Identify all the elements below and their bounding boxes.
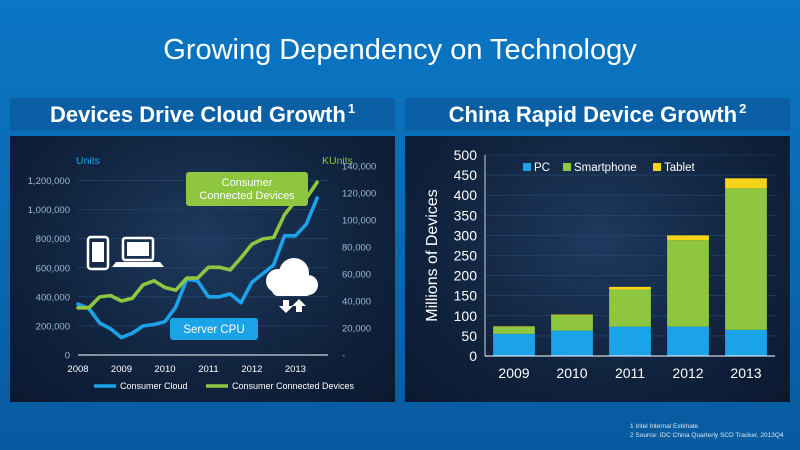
bc-y-tick: 300 bbox=[454, 227, 478, 243]
bc-bar-tablet-2011 bbox=[609, 286, 651, 290]
lc-x-tick: 2012 bbox=[241, 364, 262, 375]
lc-legend-label: Consumer Cloud bbox=[120, 381, 188, 391]
bc-bar-pc-2011 bbox=[609, 326, 651, 356]
lc-x-tick: 2009 bbox=[111, 364, 132, 375]
bc-x-tick: 2009 bbox=[498, 365, 529, 381]
bc-y-tick: 50 bbox=[461, 328, 477, 344]
lc-y-left-tick: 600,000 bbox=[36, 263, 70, 274]
bc-y-tick: 350 bbox=[454, 207, 478, 223]
footnote-2: 2 Source: IDC China Quarterly SCD Tracke… bbox=[630, 432, 784, 439]
lc-y-right-tick: 120,000 bbox=[342, 189, 376, 200]
lc-y-left-tick: 0 bbox=[65, 351, 70, 362]
bc-bar-pc-2009 bbox=[493, 333, 535, 356]
lc-y-right-tick: 20,000 bbox=[342, 324, 371, 335]
lc-y-right-tick: 40,000 bbox=[342, 297, 371, 308]
bc-y-tick: 150 bbox=[454, 288, 478, 304]
bc-bar-smartphone-2010 bbox=[551, 315, 593, 331]
left-panel-footnote-ref: 1 bbox=[347, 101, 356, 116]
bc-y-tick: 250 bbox=[454, 248, 478, 264]
bc-bar-pc-2013 bbox=[725, 329, 767, 356]
bc-y-tick: 500 bbox=[454, 147, 478, 163]
lc-y-left-tick: 1,200,000 bbox=[28, 176, 70, 187]
lc-x-tick: 2011 bbox=[198, 364, 218, 375]
lc-x-tick: 2008 bbox=[67, 364, 88, 375]
bc-x-tick: 2010 bbox=[556, 365, 587, 381]
bc-x-tick: 2013 bbox=[730, 365, 761, 381]
bc-bar-smartphone-2013 bbox=[725, 188, 767, 330]
consumer-devices-callout: Consumer Connected Devices bbox=[186, 172, 308, 206]
bc-bar-pc-2012 bbox=[667, 326, 709, 356]
lc-y-left-tick: 1,000,000 bbox=[28, 205, 70, 216]
right-panel-header: China Rapid Device Growth 2 bbox=[405, 98, 790, 131]
callout-consumer-line2: Connected Devices bbox=[199, 190, 295, 202]
bc-y-tick: 200 bbox=[454, 268, 478, 284]
laptop-icon bbox=[112, 236, 164, 267]
bc-y-tick: 450 bbox=[454, 167, 478, 183]
lc-y-right-label: KUnits bbox=[322, 155, 353, 167]
lc-series-consumer-cloud bbox=[76, 196, 319, 340]
left-panel-header: Devices Drive Cloud Growth 1 bbox=[10, 98, 395, 131]
lc-legend-label: Consumer Connected Devices bbox=[232, 381, 355, 391]
lc-y-right-tick: 140,000 bbox=[342, 162, 376, 173]
lc-y-right-tick: 60,000 bbox=[342, 270, 371, 281]
bc-legend-swatch bbox=[653, 163, 661, 171]
bc-legend-label: Tablet bbox=[664, 162, 695, 174]
bc-legend-swatch bbox=[523, 163, 531, 171]
bc-y-tick: 400 bbox=[454, 187, 478, 203]
bc-bar-smartphone-2009 bbox=[493, 326, 535, 334]
line-chart-panel: 0 200,000 400,000 600,000 800,000 1,000,000 1,… bbox=[10, 136, 395, 402]
lc-x-tick: 2013 bbox=[285, 364, 306, 375]
bar-chart-panel: 0 50 100 150 200 250 300 350 400 450 500 2009 2010 20… bbox=[405, 136, 790, 402]
bar-chart: 0 50 100 150 200 250 300 350 400 450 500 2009 2010 20… bbox=[424, 147, 775, 381]
bc-bar-tablet-2010 bbox=[551, 314, 593, 316]
server-cpu-callout: Server CPU bbox=[170, 318, 258, 340]
callout-server-label: Server CPU bbox=[183, 324, 244, 336]
bc-x-tick: 2011 bbox=[615, 365, 645, 381]
footnotes: 1 Intel Internal Estimate 2 Source: IDC … bbox=[630, 422, 784, 440]
bc-y-tick: 0 bbox=[469, 348, 477, 364]
cloud-icon bbox=[266, 258, 318, 313]
bc-legend-label: PC bbox=[534, 162, 550, 174]
lc-x-tick: 2010 bbox=[154, 364, 175, 375]
lc-y-right-tick: - bbox=[342, 351, 345, 362]
lc-series-consumer-connected-devices bbox=[76, 180, 319, 310]
bc-legend-label: Smartphone bbox=[574, 162, 637, 174]
right-panel-footnote-ref: 2 bbox=[739, 101, 747, 116]
page-title: Growing Dependency on Technology bbox=[163, 34, 637, 66]
footnote-1: 1 Intel Internal Estimate bbox=[630, 423, 699, 430]
bc-bar-smartphone-2011 bbox=[609, 289, 651, 327]
bc-bar-pc-2010 bbox=[551, 330, 593, 356]
lc-y-left-tick: 200,000 bbox=[36, 321, 70, 332]
bc-y-label: Millions of Devices bbox=[424, 189, 441, 321]
lc-y-right-tick: 80,000 bbox=[342, 243, 371, 254]
right-panel-title: China Rapid Device Growth bbox=[448, 101, 738, 127]
lc-y-left-tick: 800,000 bbox=[36, 234, 70, 245]
lc-y-left-tick: 400,000 bbox=[36, 292, 70, 303]
bc-y-tick: 100 bbox=[454, 308, 478, 324]
bc-legend-swatch bbox=[563, 163, 571, 171]
bc-x-tick: 2012 bbox=[672, 365, 703, 381]
phone-icon bbox=[86, 235, 110, 271]
callout-consumer-line1: Consumer bbox=[222, 177, 273, 189]
left-panel-title: Devices Drive Cloud Growth bbox=[49, 101, 346, 127]
bc-bar-smartphone-2012 bbox=[667, 240, 709, 327]
bc-bar-tablet-2012 bbox=[667, 235, 709, 241]
bc-bar-tablet-2013 bbox=[725, 178, 767, 189]
lc-y-left-label: Units bbox=[76, 155, 100, 167]
line-chart: 0 200,000 400,000 600,000 800,000 1,000,000 1,… bbox=[28, 155, 377, 391]
lc-y-right-tick: 100,000 bbox=[342, 216, 376, 227]
